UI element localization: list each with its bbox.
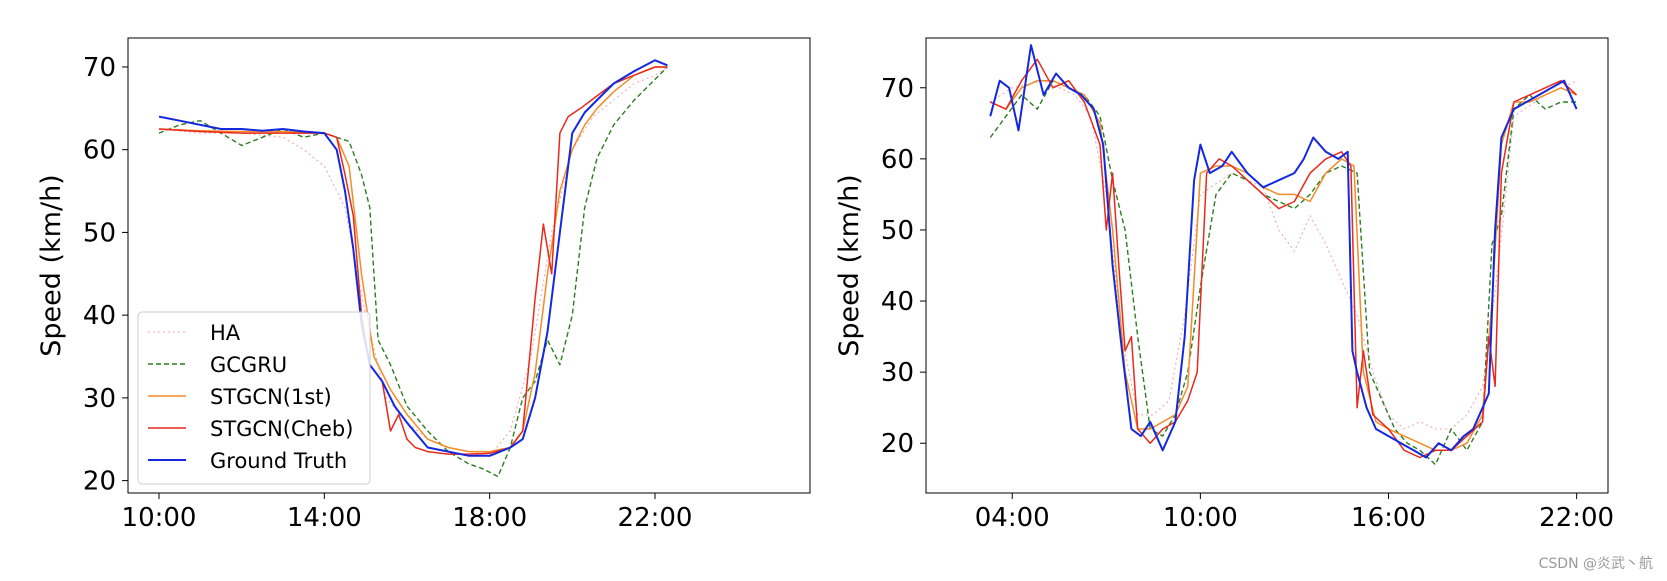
left-y-axis-label: Speed (km/h) xyxy=(36,174,67,356)
legend-label-ha: HA xyxy=(210,321,241,345)
right-series-group xyxy=(989,44,1578,466)
right-x-tick-label: 10:00 xyxy=(1163,503,1238,533)
right-series-ground-truth xyxy=(989,44,1578,459)
right-y-tick-label: 20 xyxy=(881,429,914,459)
right-x-tick-label: 04:00 xyxy=(975,503,1050,533)
left-x-tick-label: 22:00 xyxy=(618,503,693,533)
left-series-ground-truth xyxy=(158,59,668,457)
right-y-axis-label: Speed (km/h) xyxy=(834,174,865,356)
right-series-ha xyxy=(990,80,1577,430)
legend-label-gcgru: GCGRU xyxy=(210,353,287,377)
left-series-ha xyxy=(158,66,668,457)
legend-box xyxy=(137,311,371,485)
right-x-tick-label: 16:00 xyxy=(1351,503,1426,533)
right-y-tick-label: 70 xyxy=(881,74,914,104)
right-y-tick-label: 60 xyxy=(881,145,914,175)
left-plot-frame xyxy=(127,37,811,494)
left-x-tick-label: 14:00 xyxy=(287,503,362,533)
legend-label-stgcn-1st: STGCN(1st) xyxy=(210,385,332,409)
right-series-gcgru xyxy=(989,79,1577,466)
left-y-tick-label: 30 xyxy=(83,384,116,414)
left-y-tick-label: 50 xyxy=(83,218,116,248)
left-x-tick-label: 10:00 xyxy=(122,503,197,533)
legend-label-stgcn-cheb: STGCN(Cheb) xyxy=(210,417,353,441)
left-y-tick-label: 70 xyxy=(83,53,116,83)
left-speed-chart: 10:00 14:00 18:00 22:00 20 30 40 50 60 70 Speed (k… xyxy=(36,37,811,533)
right-y-tick-label: 30 xyxy=(881,358,914,388)
left-series-group xyxy=(158,59,668,478)
left-series-stgcn-cheb xyxy=(158,66,668,455)
watermark: CSDN @炎武丶航 xyxy=(1538,556,1653,572)
right-x-tick-label: 22:00 xyxy=(1539,503,1614,533)
legend: HA GCGRU STGCN(1st) STGCN(Cheb) Ground Truth xyxy=(137,311,371,485)
left-y-tick-label: 40 xyxy=(83,301,116,331)
right-plot-frame xyxy=(925,37,1609,494)
right-series-stgcn-cheb xyxy=(989,58,1578,459)
left-x-tick-label: 18:00 xyxy=(452,503,527,533)
left-y-tick-label: 60 xyxy=(83,136,116,166)
right-y-tick-label: 40 xyxy=(881,287,914,317)
legend-label-ground-truth: Ground Truth xyxy=(210,449,347,473)
right-y-tick-label: 50 xyxy=(881,216,914,246)
right-speed-chart: 04:00 10:00 16:00 22:00 20 30 40 50 60 70 Speed (k… xyxy=(834,37,1614,533)
left-y-tick-label: 20 xyxy=(83,467,116,497)
